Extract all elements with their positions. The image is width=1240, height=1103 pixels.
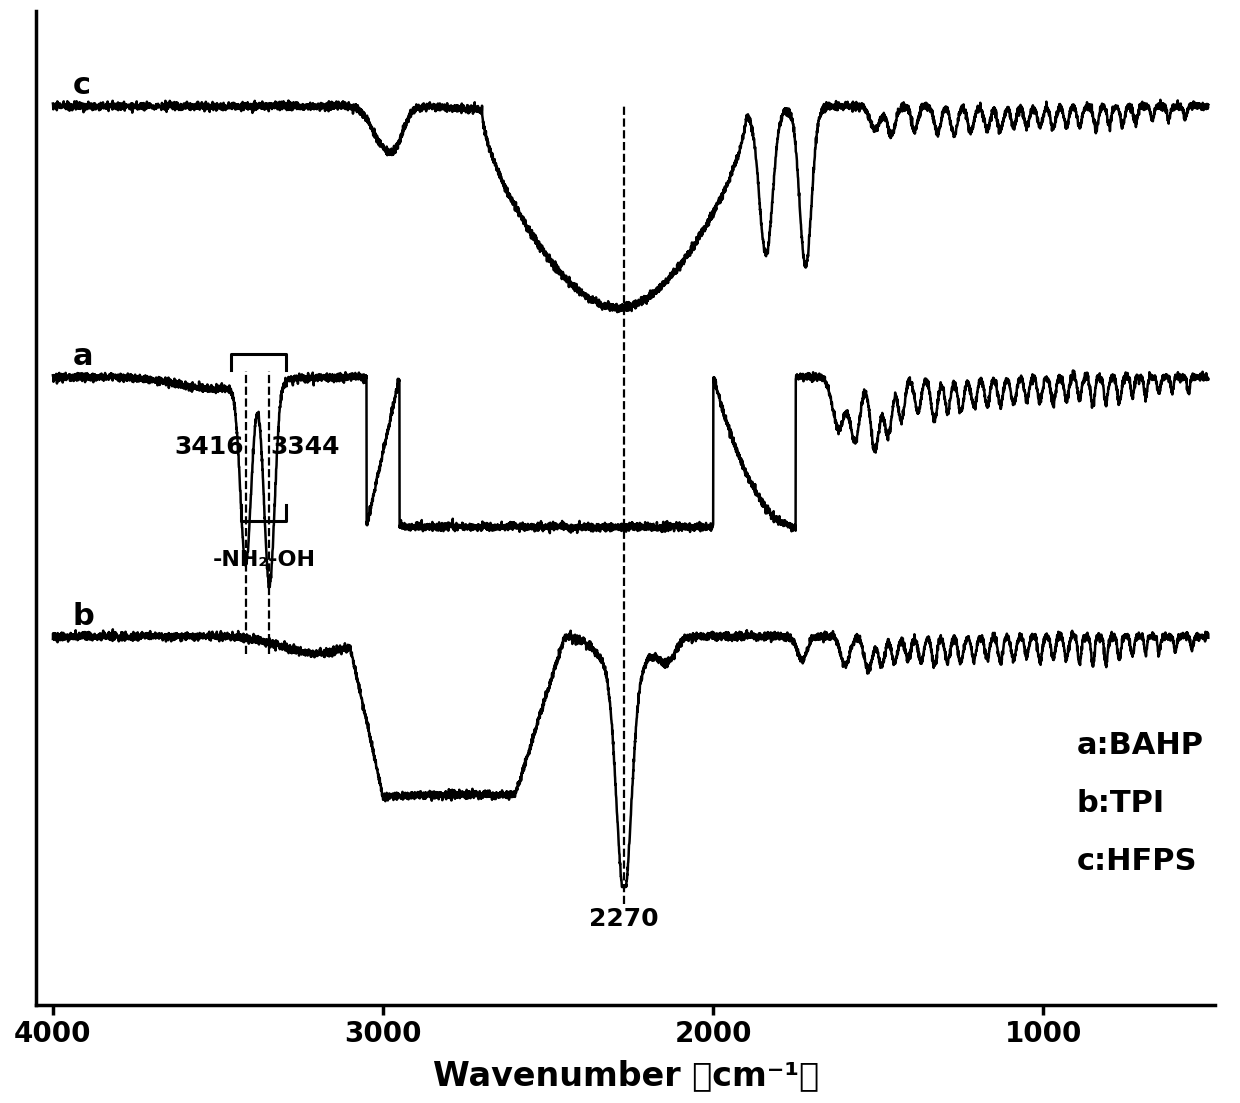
Text: 2270: 2270 (589, 908, 658, 931)
Text: a:BAHP: a:BAHP (1076, 731, 1203, 760)
Text: 3344: 3344 (270, 435, 340, 459)
Text: c: c (73, 72, 91, 100)
Text: a: a (73, 342, 93, 372)
Text: b: b (73, 601, 94, 631)
X-axis label: Wavenumber （cm⁻¹）: Wavenumber （cm⁻¹） (433, 1059, 818, 1092)
Text: -NH₂-OH: -NH₂-OH (213, 550, 316, 570)
Text: 3416: 3416 (175, 435, 244, 459)
Text: c:HFPS: c:HFPS (1076, 847, 1197, 876)
Text: b:TPI: b:TPI (1076, 789, 1164, 818)
